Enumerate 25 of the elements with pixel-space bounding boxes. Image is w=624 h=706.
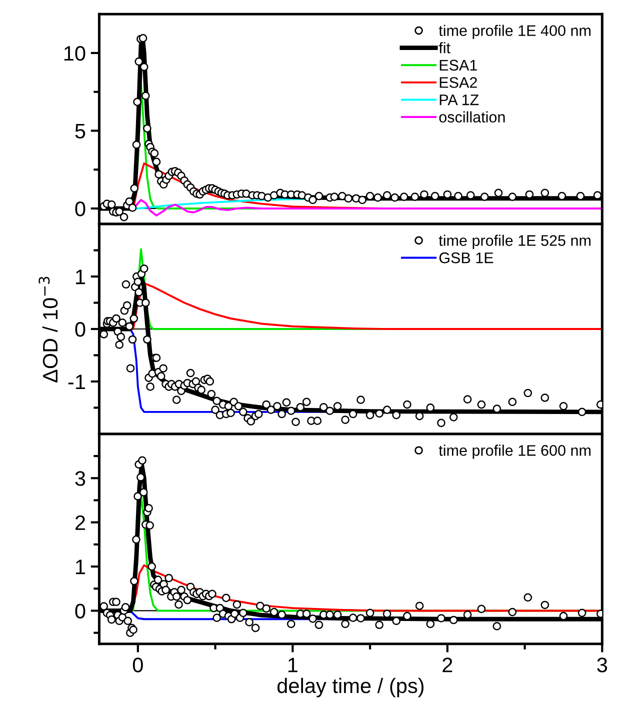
y-tick-label: 0: [75, 201, 86, 216]
x-tick-label: 1: [288, 658, 298, 672]
y-tick-label: 5: [75, 124, 86, 138]
y-tick-label: 10: [64, 46, 86, 61]
y-tick-label: 0: [75, 322, 86, 337]
legend-label: oscillation: [439, 111, 505, 123]
legend-label: PA 1Z: [440, 94, 479, 106]
x-tick-label: 3: [597, 658, 608, 672]
x-tick-label: 0: [132, 658, 143, 672]
legend-label: time profile 1E 600 nm: [438, 444, 590, 459]
legend-label: time profile 1E 525 nm: [438, 234, 590, 249]
legend-label: time profile 1E 400 nm: [438, 24, 590, 40]
y-axis-title: ΔOD / 10$^{−3}$: [38, 276, 58, 382]
legend-label: ESA1: [440, 60, 477, 71]
y-tick-label: 3: [75, 471, 86, 486]
legend-label: fit: [438, 42, 450, 54]
y-tick-label: 1: [76, 560, 86, 574]
y-tick-label: 1: [76, 270, 86, 284]
legend-label: ESA2: [440, 77, 477, 88]
y-tick-label: 0: [75, 604, 86, 618]
y-tick-label: 2: [75, 515, 85, 530]
legend-label: GSB 1E: [439, 252, 494, 264]
x-axis-title: delay time / (ps): [277, 678, 424, 698]
y-tick-label: -1: [68, 374, 86, 390]
x-tick-label: 2: [442, 658, 452, 672]
